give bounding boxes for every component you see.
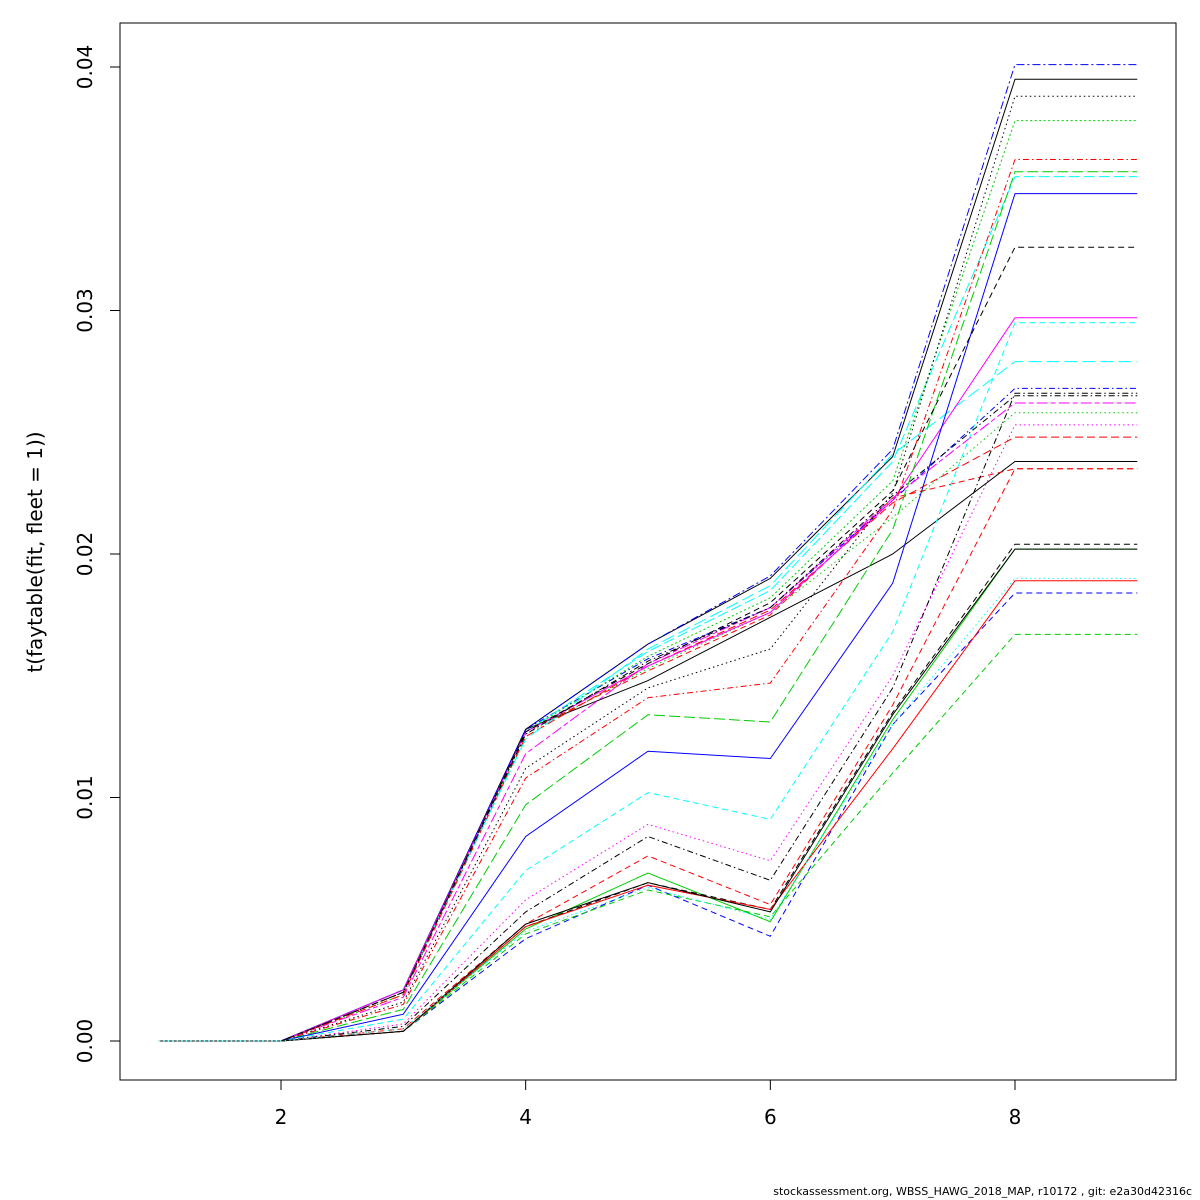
series-line-10 bbox=[158, 64, 1138, 1042]
series-line-3 bbox=[158, 412, 1138, 1042]
series-line-29 bbox=[158, 577, 1138, 1042]
series-line-21 bbox=[158, 392, 1138, 1042]
series-line-19 bbox=[158, 395, 1138, 1042]
y-tick-label: 0.04 bbox=[73, 45, 97, 90]
series-line-14 bbox=[158, 159, 1138, 1042]
x-tick-label: 8 bbox=[1009, 1105, 1022, 1129]
y-axis-label: t(faytable(fit, fleet = 1)) bbox=[23, 431, 47, 672]
series-line-16 bbox=[158, 193, 1138, 1042]
x-tick-label: 4 bbox=[519, 1105, 532, 1129]
series-layer bbox=[158, 64, 1138, 1042]
x-tick-label: 2 bbox=[275, 1105, 288, 1129]
series-line-23 bbox=[158, 548, 1138, 1042]
series-line-13 bbox=[158, 95, 1138, 1042]
series-line-15 bbox=[158, 171, 1138, 1042]
series-line-2 bbox=[158, 468, 1138, 1042]
footer-note: stockassessment.org, WBSS_HAWG_2018_MAP,… bbox=[773, 1185, 1192, 1198]
y-tick-label: 0.01 bbox=[73, 775, 97, 820]
series-line-27 bbox=[158, 580, 1138, 1042]
series-line-18 bbox=[158, 322, 1138, 1042]
chart-axes: 2 4 6 8 0.00 0.01 0.02 0.03 0.04 bbox=[73, 22, 1177, 1129]
x-tick-label: 6 bbox=[764, 1105, 777, 1129]
series-line-25 bbox=[158, 592, 1138, 1042]
y-tick-label: 0.03 bbox=[73, 288, 97, 333]
series-line-7 bbox=[158, 78, 1138, 1042]
plot-frame bbox=[119, 22, 1177, 1081]
series-line-11 bbox=[158, 361, 1138, 1042]
series-line-12 bbox=[158, 317, 1138, 1042]
series-line-28 bbox=[158, 548, 1138, 1042]
y-tick-label: 0.02 bbox=[73, 532, 97, 577]
series-line-17 bbox=[158, 246, 1138, 1042]
series-line-9 bbox=[158, 120, 1138, 1042]
series-line-26 bbox=[158, 633, 1138, 1042]
y-tick-label: 0.00 bbox=[73, 1019, 97, 1064]
series-line-22 bbox=[158, 468, 1138, 1042]
series-line-20 bbox=[158, 424, 1138, 1042]
series-line-6 bbox=[158, 402, 1138, 1042]
series-line-8 bbox=[158, 436, 1138, 1042]
series-line-5 bbox=[158, 176, 1138, 1042]
